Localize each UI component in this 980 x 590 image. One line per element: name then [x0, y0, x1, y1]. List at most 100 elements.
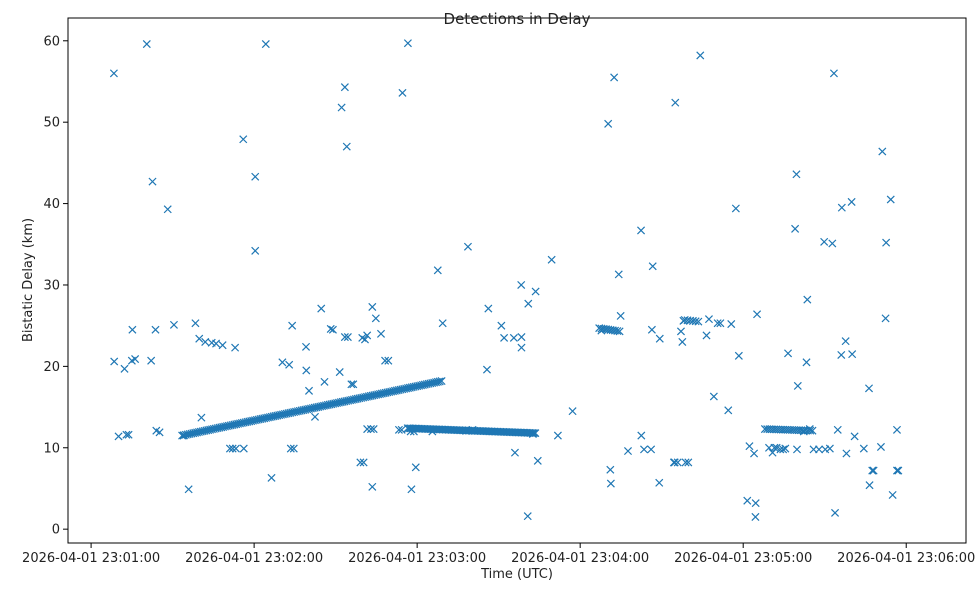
data-point	[122, 430, 131, 439]
data-point	[623, 446, 633, 456]
data-point	[547, 255, 556, 264]
data-point	[356, 458, 365, 467]
data-point	[403, 39, 412, 48]
data-point	[368, 302, 377, 311]
data-point	[368, 482, 377, 491]
data-point	[120, 364, 129, 373]
data-point	[381, 356, 390, 365]
data-point	[289, 444, 298, 453]
data-point	[398, 88, 407, 97]
data-point	[509, 333, 518, 342]
data-point	[286, 444, 295, 453]
data-point	[647, 445, 656, 454]
data-point	[114, 432, 123, 441]
data-point	[239, 444, 248, 453]
data-point	[433, 266, 442, 275]
data-point	[251, 172, 260, 181]
data-point	[288, 321, 297, 330]
data-point	[808, 426, 817, 435]
data-point	[753, 310, 762, 319]
data-point	[553, 431, 562, 440]
data-point	[317, 304, 326, 313]
data-point	[497, 321, 506, 330]
data-point	[881, 314, 890, 323]
data-point	[463, 242, 472, 251]
data-point	[831, 508, 840, 517]
data-point	[637, 226, 646, 235]
data-point	[681, 458, 690, 467]
data-point	[197, 413, 206, 422]
data-point	[531, 287, 540, 296]
data-point	[191, 319, 200, 328]
data-point	[437, 376, 446, 386]
data-point	[833, 425, 842, 434]
x-tick-label: 2026-04-01 23:02:00	[185, 551, 323, 566]
data-point	[792, 170, 801, 179]
data-point	[251, 246, 260, 255]
data-point	[606, 479, 615, 488]
data-point	[676, 327, 686, 336]
data-point	[500, 333, 509, 342]
data-point	[349, 380, 358, 389]
data-point	[359, 458, 368, 467]
data-point	[647, 325, 656, 334]
x-tick-label: 2026-04-01 23:06:00	[837, 551, 975, 566]
data-point	[484, 304, 493, 313]
data-point	[610, 73, 619, 82]
data-point	[814, 445, 824, 454]
data-point	[806, 426, 815, 435]
data-point	[828, 239, 837, 248]
data-point	[328, 325, 337, 334]
data-point	[751, 512, 760, 521]
data-point	[825, 444, 834, 453]
data-point	[529, 429, 538, 438]
data-point	[482, 365, 492, 374]
y-tick-label: 50	[43, 116, 60, 131]
plot-area	[67, 17, 967, 544]
data-point	[155, 428, 164, 437]
data-point	[310, 412, 320, 421]
data-point	[678, 337, 687, 346]
data-point	[169, 320, 178, 329]
data-point	[784, 349, 793, 358]
data-point	[781, 444, 790, 453]
data-point	[696, 51, 705, 60]
data-point	[225, 444, 234, 453]
data-point	[360, 335, 370, 344]
data-point	[743, 496, 752, 505]
data-point	[337, 103, 346, 112]
data-point	[335, 368, 344, 377]
data-point	[231, 444, 240, 453]
data-point	[670, 458, 679, 467]
data-point	[151, 325, 160, 334]
data-point	[110, 357, 119, 366]
x-tick-label: 2026-04-01 23:05:00	[674, 551, 812, 566]
data-point	[892, 425, 902, 434]
data-point	[371, 314, 380, 323]
data-point	[218, 341, 227, 350]
data-point	[724, 406, 733, 415]
data-point	[850, 432, 859, 441]
data-point	[694, 317, 703, 326]
data-point	[397, 425, 406, 434]
data-point	[302, 366, 311, 375]
data-point	[147, 356, 156, 365]
data-point	[673, 458, 682, 467]
data-point	[604, 119, 613, 128]
data-point	[837, 203, 846, 212]
data-point	[745, 442, 754, 451]
data-point	[347, 380, 356, 389]
data-point	[637, 431, 646, 440]
data-point	[340, 83, 349, 92]
data-point	[267, 473, 276, 482]
data-point	[131, 355, 140, 364]
data-point	[829, 69, 838, 78]
y-tick-label: 20	[43, 360, 60, 375]
data-point	[876, 442, 885, 451]
data-point	[517, 280, 526, 290]
data-point	[882, 238, 891, 247]
data-point	[606, 465, 615, 474]
y-tick-label: 40	[43, 197, 60, 212]
y-axis-label: Bistatic Delay (km)	[21, 218, 36, 342]
data-point	[770, 443, 779, 452]
